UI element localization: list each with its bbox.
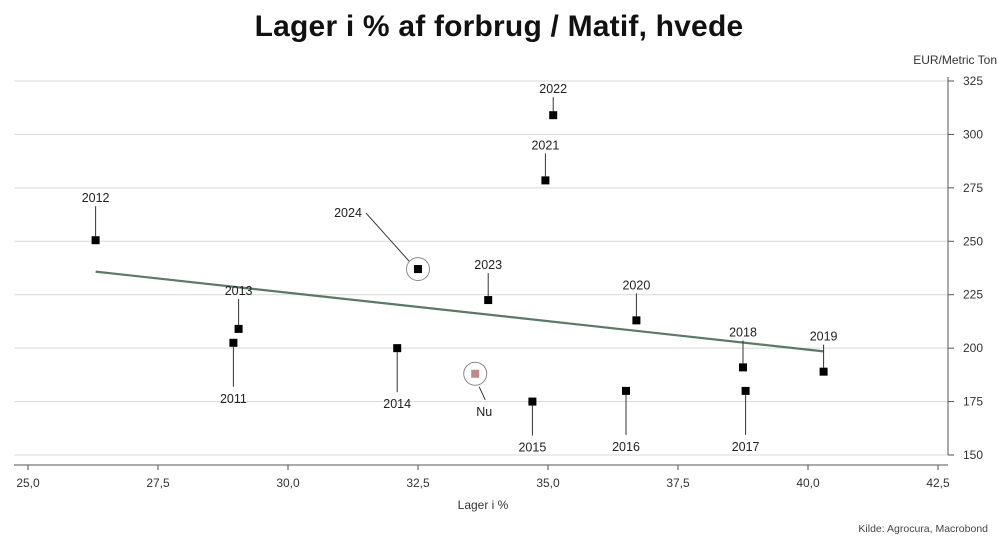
x-tick-label: 42,5	[926, 476, 950, 490]
data-point	[393, 344, 402, 353]
data-point	[91, 236, 100, 245]
point-label: 2015	[518, 441, 546, 455]
x-axis-title: Lager i %	[458, 498, 509, 512]
source-note: Kilde: Agrocura, Macrobond	[858, 523, 988, 535]
data-point	[229, 338, 238, 347]
y-tick-label: 250	[963, 234, 983, 248]
x-tick-label: 40,0	[796, 476, 820, 490]
point-label: 2021	[531, 138, 559, 152]
y-tick-label: 175	[963, 395, 983, 409]
data-point	[528, 397, 537, 406]
y-tick-label: 275	[963, 181, 983, 195]
data-point	[471, 369, 480, 378]
point-label: 2018	[729, 325, 757, 339]
chart-title: Lager i % af forbrug / Matif, hvede	[254, 10, 744, 43]
y-tick-label: 325	[963, 74, 983, 88]
data-point	[234, 324, 243, 333]
x-tick-label: 37,5	[666, 476, 690, 490]
point-label: 2016	[612, 440, 640, 454]
leader-line	[365, 212, 410, 262]
point-label: 2019	[810, 330, 838, 344]
y-tick-label: 150	[963, 448, 983, 462]
y-tick-label: 300	[963, 127, 983, 141]
x-tick-label: 32,5	[406, 476, 430, 490]
data-point	[414, 265, 422, 274]
point-label: 2012	[82, 191, 110, 205]
leader-lines	[95, 97, 825, 436]
data-point	[741, 386, 750, 395]
x-tick-label: 25,0	[16, 476, 40, 490]
data-point	[541, 176, 550, 185]
trendline	[95, 270, 824, 353]
grid-lines	[14, 80, 948, 456]
data-point	[622, 386, 630, 395]
data-point	[632, 316, 641, 325]
leader-line	[478, 386, 486, 400]
point-label: 2011	[220, 392, 247, 406]
data-point	[819, 367, 828, 376]
axes: 150 175 200 225 250 275 300 325 25,0 27,5 30,0 32,5…	[14, 74, 983, 490]
x-tick-label: 30,0	[276, 476, 300, 490]
data-point	[484, 296, 493, 305]
point-label: 2024	[334, 206, 362, 220]
y-axis-title: EUR/Metric Ton	[913, 53, 997, 67]
x-tick-label: 27,5	[146, 476, 170, 490]
point-label: 2017	[732, 440, 760, 454]
point-label: 2014	[383, 397, 411, 411]
trendline-layer	[95, 270, 824, 353]
point-label: 2023	[474, 258, 502, 272]
data-points	[91, 111, 828, 406]
y-tick-label: 225	[963, 288, 983, 302]
point-label: 2022	[539, 82, 567, 96]
point-label: 2020	[622, 278, 650, 292]
point-labels: 2011 2012 2013 2014 2015 2016 2017 2018 2019 2020…	[82, 82, 838, 454]
x-tick-label: 35,0	[536, 476, 560, 490]
point-label: Nu	[476, 405, 492, 419]
point-label: 2013	[225, 284, 253, 298]
data-point	[739, 363, 747, 372]
y-tick-label: 200	[963, 341, 983, 355]
data-point	[549, 111, 558, 120]
